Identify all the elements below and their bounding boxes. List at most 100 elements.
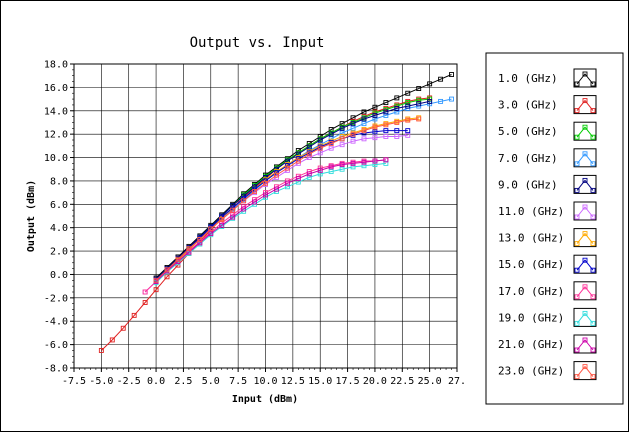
data-point-marker <box>405 117 411 123</box>
data-point-marker <box>142 289 148 295</box>
data-point-marker <box>263 180 268 186</box>
grid <box>73 63 458 369</box>
data-point-marker <box>416 86 422 92</box>
data-point-marker <box>295 179 301 185</box>
legend-label: 11.0 (GHz) <box>498 205 564 218</box>
y-axis-label: Output (dBm) <box>26 180 37 252</box>
series-line <box>155 130 408 281</box>
legend-entries: 1.0 (GHz) 3.0 (GHz) 5.0 (GHz) 7.0 (GHz) 9.0 … <box>498 68 597 381</box>
data-point-marker <box>361 159 367 165</box>
data-point-marker <box>361 163 367 169</box>
legend-swatch <box>573 174 597 194</box>
series-line <box>155 74 452 279</box>
y-tick-label: -2.0 <box>44 293 68 304</box>
data-point-marker <box>164 274 170 280</box>
data-point-marker <box>317 171 323 177</box>
x-tick-label: 20.0 <box>363 376 387 387</box>
data-point-marker <box>405 90 411 96</box>
data-point-marker <box>416 101 422 107</box>
data-point-marker <box>273 186 279 192</box>
data-point-marker <box>284 180 290 186</box>
data-point-marker <box>153 287 159 293</box>
y-tick-label: 12.0 <box>44 130 68 141</box>
legend-label: 13.0 (GHz) <box>498 232 564 245</box>
data-point-marker <box>186 249 192 255</box>
series-line <box>144 134 408 293</box>
data-point-marker <box>219 222 225 228</box>
legend-label: 7.0 (GHz) <box>498 152 558 165</box>
legend-label: 5.0 (GHz) <box>498 125 558 138</box>
y-tick-label: -4.0 <box>44 317 68 328</box>
data-point-marker <box>372 158 378 164</box>
series-line <box>155 117 419 282</box>
data-point-marker <box>339 130 345 136</box>
data-point-marker <box>295 176 301 182</box>
legend-label: 1.0 (GHz) <box>498 72 558 85</box>
data-point-marker <box>438 98 444 104</box>
data-point-marker <box>328 127 334 132</box>
data-point-marker <box>153 277 159 283</box>
y-tick-label: -6.0 <box>44 340 68 351</box>
data-point-marker <box>350 115 356 121</box>
data-point-marker <box>295 151 301 157</box>
data-point-marker <box>98 348 104 353</box>
series-6 <box>153 115 422 284</box>
data-point-marker <box>449 72 454 77</box>
y-tick-label: 14.0 <box>44 106 68 117</box>
data-point-marker <box>350 164 356 170</box>
series-9 <box>153 160 389 286</box>
data-point-marker <box>339 162 345 168</box>
data-point-marker <box>394 134 400 139</box>
data-point-marker <box>394 95 400 101</box>
data-point-marker <box>383 157 389 163</box>
data-point-marker <box>350 121 356 127</box>
x-axis-label: Input (dBm) <box>232 394 298 405</box>
data-point-marker <box>350 160 356 166</box>
data-point-marker <box>350 125 356 131</box>
data-point-marker <box>317 137 323 143</box>
data-point-marker <box>197 236 203 242</box>
y-tick-label: -8.0 <box>44 364 68 375</box>
data-point-marker <box>361 109 367 115</box>
data-point-marker <box>416 116 422 122</box>
data-point-marker <box>306 151 312 157</box>
data-point-marker <box>416 97 422 103</box>
data-point-marker <box>306 174 312 180</box>
legend-swatch <box>573 307 597 327</box>
legend-swatch <box>573 228 597 248</box>
series-line <box>155 118 419 281</box>
data-point-marker <box>383 109 389 115</box>
data-point-marker <box>317 167 323 173</box>
data-point-marker <box>164 267 170 273</box>
data-point-marker <box>230 207 236 213</box>
data-point-marker <box>252 188 258 194</box>
legend-label: 19.0 (GHz) <box>498 311 564 324</box>
x-tick-label: -2.5 <box>117 376 141 387</box>
data-point-marker <box>284 184 290 190</box>
data-point-marker <box>361 128 367 134</box>
legend <box>485 52 624 405</box>
data-point-marker <box>383 134 389 139</box>
series-line <box>155 159 386 282</box>
legend-swatch <box>573 121 597 141</box>
data-point-marker <box>427 98 433 104</box>
x-axis-ticks: -7.5 -5.0 -2.5 0.0 2.5 5.0 7.5 10.0 12.5 15.0 17.5… <box>62 368 466 387</box>
data-point-marker <box>295 158 301 164</box>
data-point-marker <box>372 124 378 130</box>
data-point-marker <box>339 121 345 127</box>
data-point-marker <box>383 128 389 134</box>
data-point-marker <box>284 158 290 164</box>
data-point-marker <box>372 162 378 168</box>
data-point-marker <box>405 100 411 106</box>
x-tick-label: 17.5 <box>336 376 360 387</box>
series-10 <box>153 157 389 284</box>
legend-swatch <box>573 148 597 168</box>
y-tick-label: 2.0 <box>50 247 68 258</box>
x-tick-label: 15.0 <box>308 376 332 387</box>
data-point-marker <box>175 256 181 262</box>
data-point-marker <box>306 171 312 177</box>
y-tick-label: 16.0 <box>44 83 68 94</box>
data-point-marker <box>339 125 345 131</box>
y-tick-label: 8.0 <box>50 176 68 187</box>
